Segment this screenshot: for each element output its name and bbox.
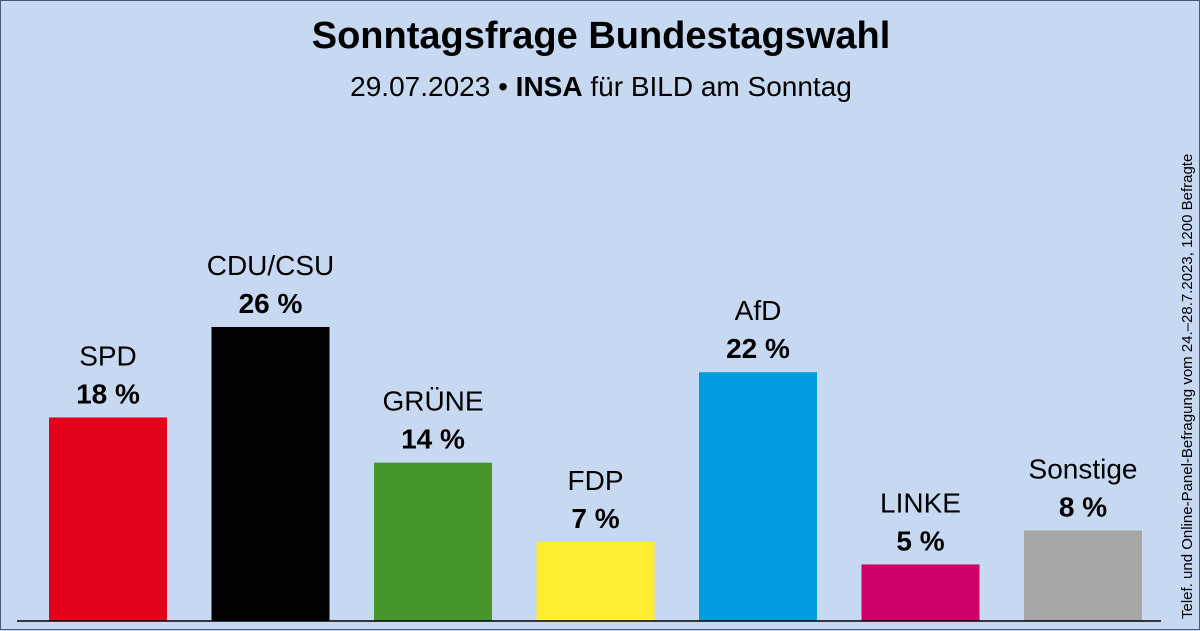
category-label-cdu-csu: CDU/CSU [207,250,335,281]
bar-gr-ne [374,462,492,621]
value-label-spd: 18 % [76,378,140,409]
value-label-afd: 22 % [726,333,790,364]
subtitle-institute: INSA [515,71,583,102]
category-label-gr-ne: GRÜNE [382,386,483,417]
chart-subtitle: 29.07.2023 • INSA für BILD am Sonntag [1,71,1200,103]
value-label-sonstige: 8 % [1059,492,1107,523]
bar-fdp [536,541,655,621]
category-label-fdp: FDP [568,465,624,496]
category-label-sonstige: Sonstige [1029,454,1138,485]
bar-cdu-csu [211,327,330,621]
value-label-fdp: 7 % [571,503,619,534]
subtitle-date: 29.07.2023 [350,71,491,102]
bar-sonstige [1024,530,1142,621]
bar-afd [699,372,817,621]
bar-spd [49,417,167,621]
subtitle-client: für BILD am Sonntag [590,71,852,102]
value-label-cdu-csu: 26 % [239,288,303,319]
source-note: Telef. und Online-Panel-Befragung vom 24… [1179,153,1196,619]
category-label-linke: LINKE [880,487,961,518]
value-label-gr-ne: 14 % [401,424,465,455]
bar-linke [861,564,980,621]
value-label-linke: 5 % [896,525,944,556]
subtitle-separator: • [498,71,508,102]
category-label-afd: AfD [735,295,782,326]
bars-group: 18 % SPD 26 % CDU/CSU 14 % GRÜNE 7 % FDP 22 % AfD… [49,250,1142,621]
category-label-spd: SPD [79,340,137,371]
chart-title: Sonntagsfrage Bundestagswahl [311,15,891,57]
